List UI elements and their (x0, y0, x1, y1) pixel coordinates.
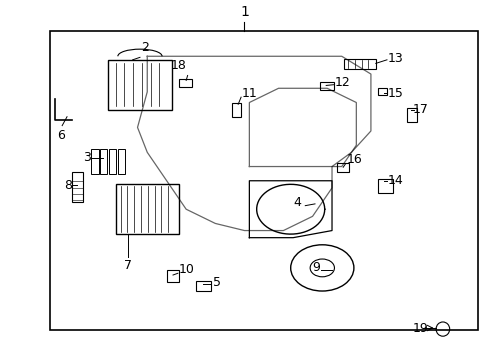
Text: 3: 3 (83, 151, 91, 164)
Text: 15: 15 (387, 87, 403, 100)
Text: 17: 17 (411, 103, 427, 116)
Bar (50, 31, 477, 330)
Text: 16: 16 (346, 153, 362, 166)
Bar (196, 281, 211, 291)
Bar (319, 82, 334, 90)
Text: 11: 11 (242, 87, 257, 100)
Bar (72, 172, 82, 202)
Text: 10: 10 (179, 263, 194, 276)
Bar (166, 270, 179, 282)
Text: 7: 7 (123, 259, 132, 272)
Bar (117, 149, 124, 174)
Bar (100, 149, 107, 174)
Bar (344, 59, 375, 69)
Text: 2: 2 (141, 41, 148, 54)
Bar (232, 103, 241, 117)
Bar (377, 87, 386, 95)
Text: 18: 18 (170, 59, 186, 72)
Text: 8: 8 (64, 179, 72, 192)
Text: 4: 4 (292, 195, 301, 208)
Text: 13: 13 (387, 51, 403, 64)
Text: 6: 6 (57, 129, 65, 142)
Bar (109, 149, 116, 174)
Text: 14: 14 (387, 174, 403, 187)
Text: 12: 12 (334, 76, 349, 89)
Bar (377, 179, 392, 193)
Bar (407, 108, 416, 122)
Text: 1: 1 (240, 5, 248, 19)
Text: 5: 5 (212, 276, 221, 289)
Bar (116, 184, 179, 234)
Text: 19: 19 (411, 322, 427, 335)
Bar (91, 149, 99, 174)
Bar (108, 60, 171, 110)
Text: 9: 9 (311, 261, 319, 274)
Bar (179, 79, 192, 86)
Bar (336, 163, 348, 172)
